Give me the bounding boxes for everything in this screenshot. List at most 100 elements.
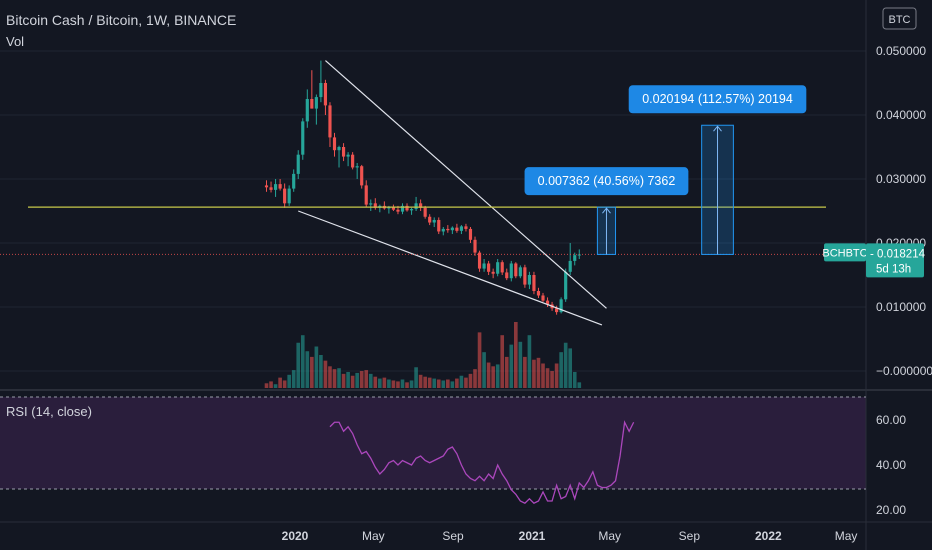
volume-label: Vol bbox=[6, 34, 25, 49]
candle-body bbox=[314, 97, 318, 109]
volume-bar bbox=[568, 348, 573, 388]
candle bbox=[514, 262, 518, 279]
volume-bar bbox=[477, 332, 482, 388]
candle-body bbox=[283, 188, 287, 204]
volume-bar bbox=[368, 373, 373, 388]
candle-body bbox=[355, 166, 359, 168]
candle-body bbox=[459, 226, 463, 231]
candle bbox=[559, 297, 563, 314]
candle bbox=[414, 196, 418, 211]
candle-body bbox=[541, 295, 545, 301]
candle bbox=[482, 259, 486, 272]
volume-bar bbox=[278, 377, 282, 388]
volume-bar bbox=[418, 374, 423, 388]
volume-bar bbox=[423, 376, 427, 388]
volume-bar bbox=[491, 366, 495, 388]
candle-body bbox=[373, 203, 377, 208]
time-tick-label: May bbox=[362, 529, 385, 543]
candle bbox=[455, 223, 459, 233]
rsi-band bbox=[0, 397, 866, 489]
candle bbox=[328, 102, 332, 147]
candle bbox=[305, 89, 309, 128]
volume-bar bbox=[296, 342, 301, 388]
volume-bar bbox=[310, 356, 314, 388]
volume-bar bbox=[409, 380, 414, 388]
candle-body bbox=[405, 205, 409, 211]
candle-body bbox=[337, 147, 341, 151]
price-tick-label: 0.010000 bbox=[876, 300, 926, 314]
candle-body bbox=[523, 267, 527, 285]
candle bbox=[468, 227, 473, 243]
candle-body bbox=[360, 166, 364, 186]
time-tick-label: 2021 bbox=[519, 529, 546, 543]
volume-bar bbox=[446, 379, 450, 388]
price-tag: BCHBTC - 0.018214 5d 13h bbox=[822, 243, 926, 278]
volume-bar bbox=[514, 322, 518, 388]
volume-bar bbox=[527, 335, 532, 388]
candle bbox=[332, 132, 337, 157]
candle-body bbox=[505, 272, 509, 279]
candle bbox=[523, 264, 527, 288]
candle bbox=[527, 271, 531, 290]
candle bbox=[323, 79, 328, 115]
measure-arrowhead bbox=[713, 125, 722, 132]
candle-body bbox=[423, 207, 427, 217]
candle bbox=[437, 217, 441, 235]
price-tag-bg bbox=[866, 243, 924, 278]
volume-bar bbox=[359, 371, 364, 388]
candle-body bbox=[555, 308, 559, 313]
volume-bar bbox=[504, 356, 509, 388]
candle bbox=[423, 205, 427, 219]
candle bbox=[314, 94, 318, 125]
rsi-pane: 60.00 40.00 20.00 bbox=[0, 396, 906, 517]
volume-bar bbox=[355, 372, 359, 388]
candle-body bbox=[391, 207, 396, 210]
rsi-tick-label: 60.00 bbox=[876, 413, 906, 427]
candle-body bbox=[527, 275, 531, 285]
volume-bar bbox=[396, 381, 400, 388]
measure-label: 0.007362 (40.56%) 7362 bbox=[538, 174, 676, 188]
price-tag-value: - 0.018214 bbox=[870, 248, 926, 260]
candle-body bbox=[564, 271, 568, 300]
candle bbox=[545, 297, 550, 307]
candle bbox=[487, 260, 491, 275]
candle-body bbox=[419, 203, 423, 208]
price-tick-label: 0.040000 bbox=[876, 108, 926, 122]
price-tag-symbol-bg bbox=[824, 243, 866, 262]
candle bbox=[564, 268, 568, 302]
candle-body bbox=[414, 203, 418, 210]
candle-body bbox=[396, 209, 400, 212]
candle bbox=[491, 268, 495, 279]
volume-bar bbox=[427, 377, 432, 388]
candle-body bbox=[319, 83, 323, 98]
candle bbox=[278, 179, 282, 191]
candle bbox=[400, 203, 405, 215]
measure-tool: 0.007362 (40.56%) 7362 bbox=[524, 167, 689, 255]
candle-body bbox=[305, 99, 309, 122]
candle-body bbox=[545, 300, 550, 305]
measure-label: 0.020194 (112.57%) 20194 bbox=[642, 92, 793, 106]
volume-bar bbox=[572, 371, 577, 388]
currency-badge-box bbox=[882, 7, 917, 30]
volume-bar bbox=[545, 368, 550, 388]
candle-body bbox=[296, 154, 300, 174]
candle-body bbox=[323, 83, 328, 106]
candle-body bbox=[278, 184, 282, 189]
candle-body bbox=[441, 228, 445, 232]
candle bbox=[369, 199, 373, 211]
candle-body bbox=[301, 121, 305, 155]
trendline bbox=[298, 210, 603, 326]
price-axis: 0.0500000.0400000.0300000.0200000.010000… bbox=[876, 44, 932, 378]
candle bbox=[450, 226, 454, 235]
candle-body bbox=[346, 154, 350, 157]
candle bbox=[518, 265, 522, 279]
volume-bar bbox=[450, 381, 455, 388]
volume-bar bbox=[414, 367, 418, 388]
volume-bar bbox=[400, 379, 405, 388]
candle bbox=[428, 214, 432, 226]
candle-body bbox=[473, 239, 477, 253]
time-tick-label: Sep bbox=[679, 529, 701, 543]
volume-bar bbox=[536, 357, 541, 388]
